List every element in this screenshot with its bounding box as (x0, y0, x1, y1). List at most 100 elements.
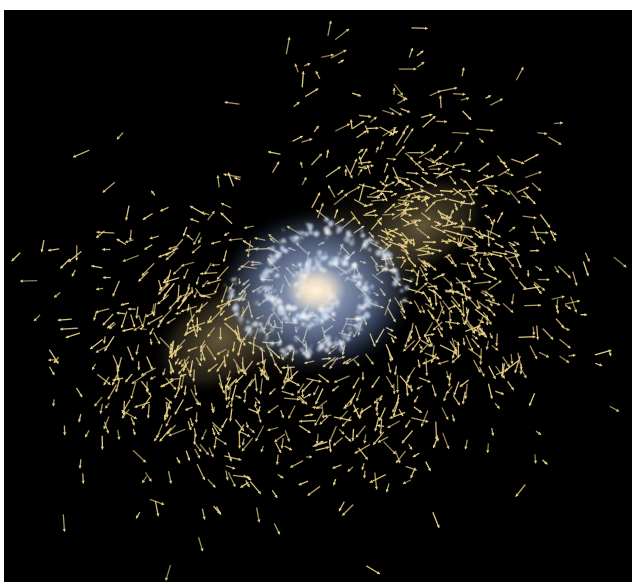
arrow-head (510, 263, 514, 267)
arrow-head (451, 355, 455, 359)
arrow-head (326, 149, 330, 153)
velocity-arrow (524, 171, 542, 179)
star-cluster (347, 269, 351, 273)
arrow-head (427, 217, 431, 220)
arrow-head (360, 149, 364, 152)
arrow-head (207, 333, 211, 337)
star-cluster (354, 322, 361, 329)
velocity-arrow (333, 193, 349, 206)
arrow-head (545, 354, 549, 358)
velocity-arrow (334, 28, 350, 41)
arrow-head (438, 156, 443, 160)
arrow-head (450, 209, 454, 213)
velocity-arrow (419, 188, 437, 198)
star-cluster (296, 313, 300, 318)
star-cluster (357, 332, 361, 336)
star-cluster (372, 300, 379, 307)
arrow-head (436, 318, 440, 322)
arrow-head (369, 203, 373, 207)
arrow-head (537, 431, 542, 435)
velocity-arrow (62, 514, 66, 532)
arrow-head (395, 390, 400, 393)
arrow-head (340, 59, 344, 63)
arrow-head (169, 306, 173, 310)
arrow-head (274, 438, 278, 442)
star-cluster (324, 347, 330, 353)
arrow-head (393, 192, 397, 196)
star-cluster (316, 250, 323, 256)
arrow-head (141, 324, 145, 328)
arrow-head (240, 484, 244, 488)
arrow-head (362, 475, 367, 479)
arrow-head (506, 168, 510, 172)
arrow-head (165, 283, 169, 287)
arrow-head (193, 434, 197, 438)
arrow-head (107, 381, 111, 385)
star-cluster (350, 276, 357, 283)
star-cluster (299, 235, 304, 240)
arrow-head (117, 436, 121, 440)
arrow-head (190, 423, 194, 427)
arrow-head (216, 276, 220, 280)
star-cluster (400, 289, 404, 293)
arrow-head (461, 67, 465, 71)
arrow-head (488, 280, 492, 284)
star-cluster (351, 262, 358, 269)
arrow-head (199, 358, 203, 362)
arrow-head (390, 190, 394, 194)
velocity-arrow (474, 308, 489, 321)
arrow-head (163, 279, 167, 283)
arrow-head (398, 112, 402, 116)
arrow-head (406, 379, 410, 383)
arrow-head (368, 160, 372, 164)
star-cluster (403, 297, 408, 302)
arrow-head (494, 184, 498, 188)
velocity-arrow (223, 173, 241, 178)
arrow-head (460, 224, 464, 228)
star-cluster (404, 285, 410, 291)
star-cluster (349, 240, 355, 246)
star-cluster (358, 295, 361, 298)
velocity-arrow (325, 166, 341, 178)
arrow-head (319, 421, 323, 425)
arrow-head (238, 457, 242, 461)
arrow-head (556, 310, 560, 314)
arrow-head (115, 389, 119, 393)
star-cluster (306, 260, 311, 266)
star-cluster (252, 330, 255, 333)
arrow-head (150, 376, 154, 380)
arrow-head (410, 128, 414, 132)
arrow-head (425, 273, 429, 277)
arrow-head (246, 483, 250, 487)
arrow-head (330, 53, 334, 57)
arrow-head (454, 207, 458, 211)
star-cluster (360, 229, 364, 233)
arrow-head (550, 336, 554, 340)
arrow-head (546, 277, 550, 282)
star-cluster (303, 314, 310, 321)
arrow-head (343, 49, 347, 53)
arrow-head (491, 267, 495, 271)
arrow-head (267, 428, 271, 432)
arrow-head (109, 325, 113, 329)
arrow-head (315, 71, 319, 75)
arrow-head (458, 244, 462, 247)
arrow-head (288, 447, 292, 451)
arrow-head (438, 95, 443, 99)
arrow-head (202, 516, 206, 520)
arrow-head (149, 341, 153, 345)
arrow-head (552, 237, 556, 242)
star-cluster (355, 329, 358, 332)
arrow-head (425, 171, 429, 175)
arrow-head (426, 180, 430, 184)
arrow-head (344, 404, 348, 408)
arrow-head (238, 368, 242, 372)
arrow-head (409, 336, 413, 340)
velocity-arrow (168, 428, 186, 437)
arrow-head (461, 222, 465, 226)
arrow-head (363, 130, 367, 134)
arrow-head (423, 267, 427, 271)
arrow-head (477, 333, 481, 337)
arrow-head (211, 241, 215, 245)
arrow-head (354, 158, 358, 162)
